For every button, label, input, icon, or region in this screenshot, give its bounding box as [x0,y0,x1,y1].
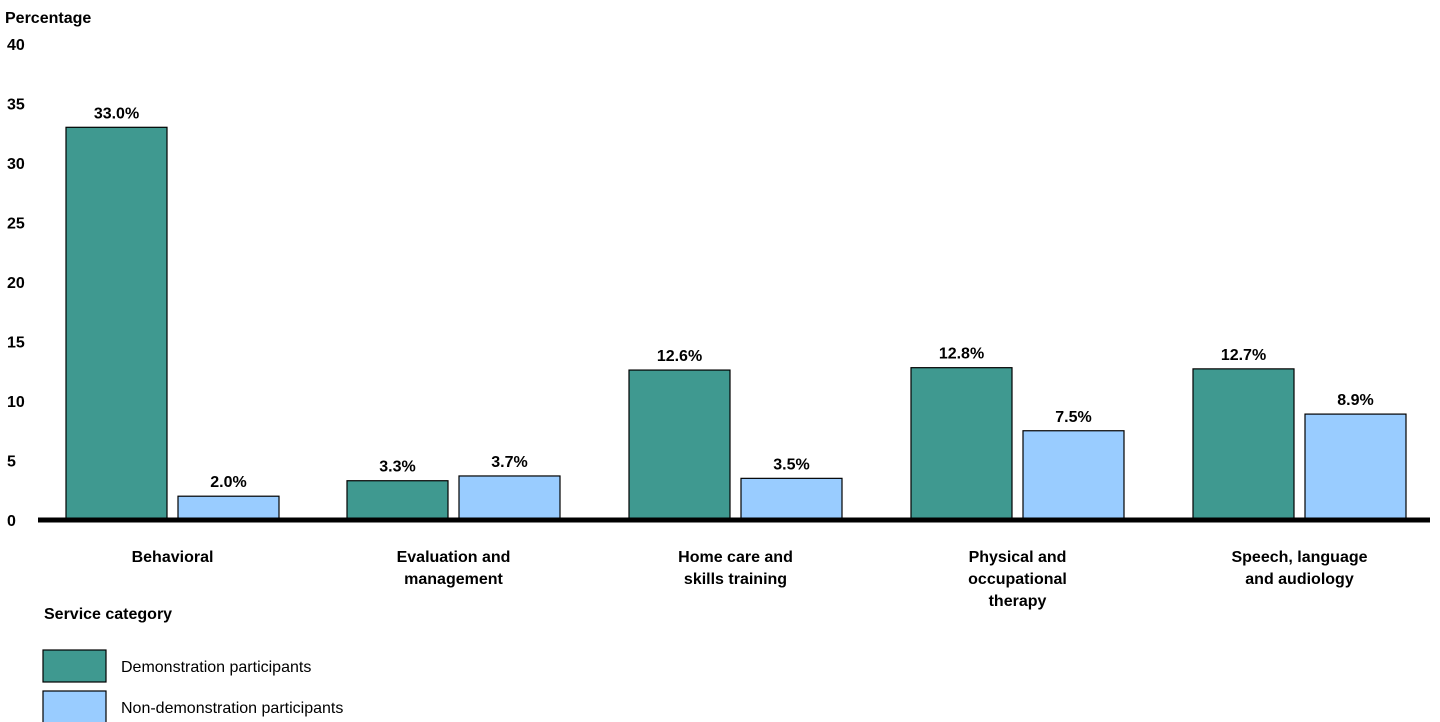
data-label: 12.7% [1221,347,1266,364]
bar-non-demonstration [177,495,280,521]
y-tick-label: 30 [7,156,25,173]
bar-demonstration [346,480,449,521]
data-label: 8.9% [1337,392,1373,409]
data-label: 12.8% [939,346,984,363]
y-tick-label: 40 [7,37,25,54]
x-category-label: skills training [684,571,787,588]
x-category-label: Physical and [969,549,1067,566]
legend: Demonstration participants Non-demonstrat… [42,649,343,722]
y-tick-label: 15 [7,335,25,352]
x-category-label: occupational [968,571,1067,588]
bar-non-demonstration [1022,430,1125,521]
legend-swatch [42,649,107,683]
legend-swatch [42,690,107,722]
y-axis-title: Percentage [5,10,91,27]
bar-demonstration [65,126,168,521]
y-tick-label: 25 [7,216,25,233]
x-category-label: Evaluation and [397,549,511,566]
data-label: 3.5% [773,456,809,473]
y-tick-label: 20 [7,275,25,292]
legend-label: Non-demonstration participants [121,700,343,717]
bar-non-demonstration [458,475,561,521]
data-label: 3.7% [491,454,527,471]
data-label: 7.5% [1055,409,1091,426]
x-axis-category-labels: Behavioral Evaluation and management Home c… [132,549,1368,610]
data-label: 2.0% [210,474,246,491]
y-tick-label: 5 [7,454,16,471]
data-label: 12.6% [657,348,702,365]
x-category-label: and audiology [1245,571,1354,588]
bar-non-demonstration [740,477,843,521]
data-label: 33.0% [94,105,139,122]
x-axis-title: Service category [44,606,172,623]
y-tick-label: 10 [7,394,25,411]
bars [65,126,1407,521]
x-category-label: Behavioral [132,549,214,566]
bar-demonstration [910,367,1013,521]
x-category-label: Speech, language [1231,549,1367,566]
bar-non-demonstration [1304,413,1407,521]
y-axis-ticks: 0 5 10 15 20 25 30 35 40 [7,37,25,530]
bar-demonstration [1192,368,1295,521]
y-tick-label: 0 [7,513,16,530]
x-category-label: therapy [989,593,1047,610]
y-tick-label: 35 [7,97,25,114]
legend-label: Demonstration participants [121,659,311,676]
bar-demonstration [628,369,731,521]
data-label: 3.3% [379,459,415,476]
x-category-label: Home care and [678,549,793,566]
x-category-label: management [404,571,503,588]
value-labels: 33.0% 3.3% 12.6% 12.8% 12.7% 2.0% 3.7% 3.5% 7.5%… [94,105,1374,491]
